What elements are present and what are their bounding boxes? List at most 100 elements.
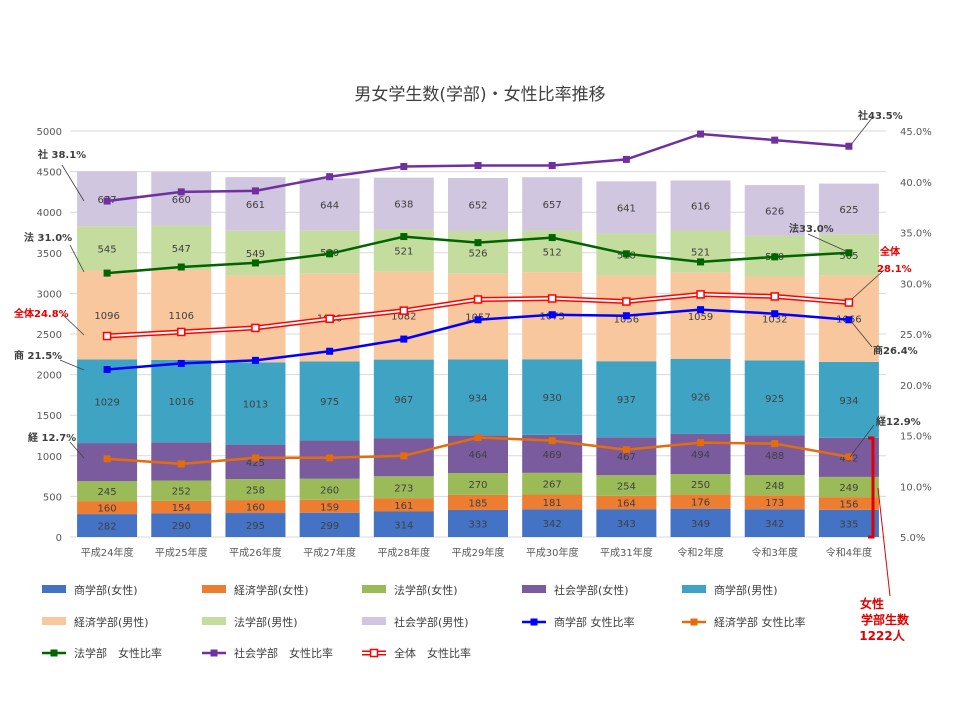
y-tick-label: 0 (56, 533, 62, 544)
bar-value-label: 661 (246, 200, 265, 211)
bar-segment (225, 362, 286, 445)
bar-segment (77, 501, 138, 515)
bar-value-label: 254 (617, 482, 636, 493)
bar-segment (299, 178, 360, 231)
bar-segment (77, 359, 138, 444)
ratio-marker (399, 306, 409, 315)
ratio-marker (697, 258, 705, 266)
ratio-marker (474, 434, 482, 442)
ratio-marker (622, 297, 631, 306)
ratio-marker (474, 239, 482, 247)
bar-value-label: 1029 (94, 397, 119, 408)
bar-value-label: 657 (543, 200, 562, 211)
bar-value-label: 937 (617, 395, 636, 406)
bar-value-label: 1016 (169, 397, 194, 408)
ratio-marker (400, 163, 408, 171)
bar-value-label: 249 (839, 483, 858, 494)
bar-value-label: 1059 (688, 312, 713, 323)
ratio-marker (400, 452, 408, 460)
bar-value-label: 252 (172, 487, 191, 498)
x-tick-label: 平成26年度 (229, 546, 282, 559)
ratio-marker (177, 188, 185, 196)
ratio-marker (177, 327, 186, 337)
bar-value-label: 181 (543, 498, 562, 509)
bar-segment (77, 481, 138, 502)
bar-value-label: 545 (98, 244, 117, 255)
bar-value-label: 342 (543, 519, 562, 530)
bar-segment (744, 360, 805, 436)
x-tick-label: 平成27年度 (303, 546, 356, 559)
bar-segment (596, 361, 657, 438)
bar-value-label: 260 (320, 485, 339, 496)
bar-segment (596, 495, 657, 510)
bar-segment (225, 444, 286, 480)
bar-value-label: 270 (468, 480, 487, 491)
bar-value-label: 335 (839, 519, 858, 530)
callout-line1: 女性 (860, 596, 884, 611)
leader-line (69, 244, 85, 273)
bar-segment (225, 479, 286, 501)
bar-value-label: 173 (765, 498, 784, 509)
bar-segment (596, 437, 657, 476)
ratio-marker (473, 295, 483, 304)
bar-segment (151, 270, 212, 360)
ratio-marker (102, 331, 112, 341)
legend-swatch (202, 617, 226, 625)
start-annotation: 商 21.5% (14, 349, 62, 362)
bar-value-label: 1082 (391, 312, 416, 323)
bar-segment (744, 185, 805, 236)
legend-swatch (42, 617, 66, 625)
bar-value-label: 176 (691, 498, 710, 509)
bar-value-label: 248 (765, 481, 784, 492)
bar-segment (596, 181, 657, 234)
bar-segment (151, 359, 212, 443)
ratio-marker (548, 437, 556, 445)
ratio-marker (548, 162, 556, 170)
bar-segment (818, 497, 879, 510)
ratio-marker (697, 306, 705, 314)
ratio-marker (771, 310, 779, 318)
legend-swatch (42, 585, 66, 593)
bar-segment (448, 359, 508, 436)
bar-value-label: 616 (691, 201, 710, 212)
bar-value-label: 425 (246, 458, 265, 469)
bar-segment (818, 361, 879, 438)
bar-segment (818, 183, 879, 235)
ratio-marker (845, 142, 853, 150)
end-annotation: 全体 (879, 245, 901, 258)
x-tick-label: 平成29年度 (452, 546, 505, 559)
bar-value-label: 159 (320, 502, 339, 513)
bar-segment (448, 230, 508, 274)
ratio-marker (771, 136, 779, 144)
bar-segment (151, 172, 212, 226)
legend-label: 法学部(男性) (234, 615, 298, 629)
bar-segment (225, 230, 286, 276)
bar-segment (225, 275, 286, 363)
ratio-marker (696, 290, 705, 299)
bar-value-label: 295 (246, 521, 265, 532)
ratio-marker (622, 250, 630, 258)
bar-segment (77, 226, 138, 271)
legend-label: 全体 女性比率 (394, 646, 471, 660)
bar-value-label: 512 (543, 247, 562, 258)
bar-value-label: 273 (394, 483, 413, 494)
callout: 女性 学部生数 1222人 (859, 436, 910, 643)
leader-line (807, 233, 849, 253)
legend-label: 経済学部(男性) (74, 615, 149, 629)
bar-value-label: 156 (839, 499, 858, 510)
x-tick-label: 平成28年度 (377, 546, 430, 559)
legend-swatch (202, 585, 226, 593)
legend-marker (369, 648, 379, 658)
bar-segment (373, 511, 434, 537)
bar-value-label: 1056 (614, 314, 639, 325)
bar-segment (670, 508, 731, 537)
ratio-lines (102, 130, 854, 468)
ratio-marker (325, 314, 334, 324)
leader-line (849, 117, 873, 147)
start-annotation: 全体24.8% (13, 307, 69, 320)
ratio-marker (622, 312, 630, 320)
y-tick-label: 1500 (37, 411, 62, 422)
bar-segment (744, 509, 805, 537)
